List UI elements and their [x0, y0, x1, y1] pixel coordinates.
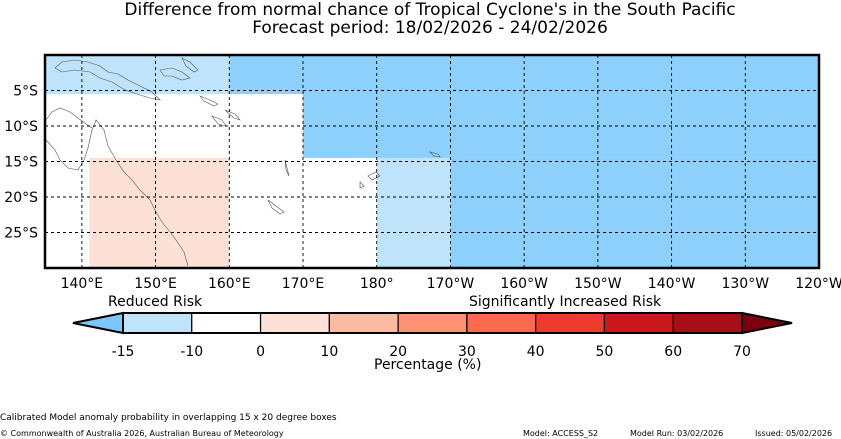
colorbar-segment [397, 312, 468, 334]
colorbar-segment [259, 312, 330, 334]
coastline-new-ireland [181, 57, 199, 73]
colorbar-axis-label: Percentage (%) [374, 357, 482, 373]
colorbar-tick-label: 40 [527, 344, 545, 360]
colorbar-segment [466, 312, 537, 334]
coastline-new-caledonia [267, 199, 285, 215]
coastlines [45, 57, 441, 267]
lat-tick-label: 15°S [4, 155, 38, 171]
colorbar-tick-label: 50 [596, 344, 614, 360]
colorbar: -15 -10 0 10 20 30 40 50 60 70 [72, 311, 793, 360]
colorbar-tick-label: -10 [180, 344, 203, 360]
longitude-ticks: 140°E 150°E 160°E 170°E 180° 170°W 160°W 150°W 1… [61, 276, 841, 292]
lat-tick-label: 20°S [4, 190, 38, 206]
increased-risk-label: Significantly Increased Risk [469, 294, 662, 310]
lon-tick-label: 180° [360, 276, 394, 292]
coastline-fiji-1 [367, 171, 381, 181]
colorbar-tick-label: 30 [458, 344, 476, 360]
region-5 [89, 157, 230, 268]
probability-regions [45, 55, 820, 268]
lon-tick-label: 150°E [134, 276, 177, 292]
region-3 [450, 157, 819, 268]
lon-tick-label: 150°W [574, 276, 622, 292]
footer-model-run: Model Run: 03/02/2026 [630, 429, 724, 438]
reduced-risk-label: Reduced Risk [108, 294, 203, 310]
lon-tick-label: 130°W [721, 276, 769, 292]
latitude-ticks: 5°S 10°S 15°S 20°S 25°S [4, 84, 38, 242]
lon-tick-label: 160°W [500, 276, 548, 292]
footer-issued: Issued: 05/02/2026 [755, 429, 833, 438]
coastline-solomons-2 [224, 109, 241, 121]
colorbar-segment [535, 312, 606, 334]
colorbar-segment [122, 312, 193, 334]
footer-copyright: © Commonwealth of Australia 2026, Austra… [0, 429, 284, 438]
coastline-vanuatu [284, 159, 290, 177]
lat-tick-label: 25°S [4, 226, 38, 242]
coastline-samoa [429, 151, 441, 158]
colorbar-tick-label: 10 [320, 344, 338, 360]
colorbar-segment [672, 312, 743, 334]
colorbar-tick-label: 0 [256, 344, 265, 360]
colorbar-tick-label: 70 [733, 344, 751, 360]
lon-tick-label: 140°W [648, 276, 696, 292]
lon-tick-label: 170°E [282, 276, 325, 292]
footer-model: Model: ACCESS_S2 [523, 429, 599, 438]
lon-tick-label: 140°E [61, 276, 104, 292]
lon-tick-label: 160°E [208, 276, 251, 292]
coastline-australia-north [45, 107, 93, 129]
lat-tick-label: 5°S [13, 84, 38, 100]
colorbar-segment [328, 312, 399, 334]
map-title: Difference from normal chance of Tropica… [124, 0, 736, 20]
footer-note: Calibrated Model anomaly probability in … [0, 413, 337, 423]
lat-tick-label: 10°S [4, 119, 38, 135]
graticule [45, 55, 819, 268]
coastline-fiji-2 [359, 181, 365, 189]
colorbar-tick-label: 60 [664, 344, 682, 360]
colorbar-under-arrow [72, 311, 124, 335]
coastline-solomons-1 [199, 95, 219, 107]
region-4 [376, 157, 451, 268]
forecast-period-subtitle: Forecast period: 18/02/2026 - 24/02/2026 [252, 18, 608, 38]
coastline-png [54, 59, 161, 101]
colorbar-tick-label: -15 [112, 344, 135, 360]
coastline-solomons-3 [211, 115, 227, 127]
coastline-new-britain [159, 67, 191, 81]
colorbar-tick-label: 20 [389, 344, 407, 360]
colorbar-outline [122, 312, 743, 334]
map-frame [43, 53, 821, 270]
coastline-australia [45, 119, 189, 267]
lon-tick-label: 120°W [795, 276, 841, 292]
lon-tick-label: 170°W [427, 276, 475, 292]
colorbar-over-arrow [741, 311, 793, 335]
colorbar-segment [603, 312, 674, 334]
region-0 [45, 55, 230, 95]
colorbar-segment [191, 312, 262, 334]
